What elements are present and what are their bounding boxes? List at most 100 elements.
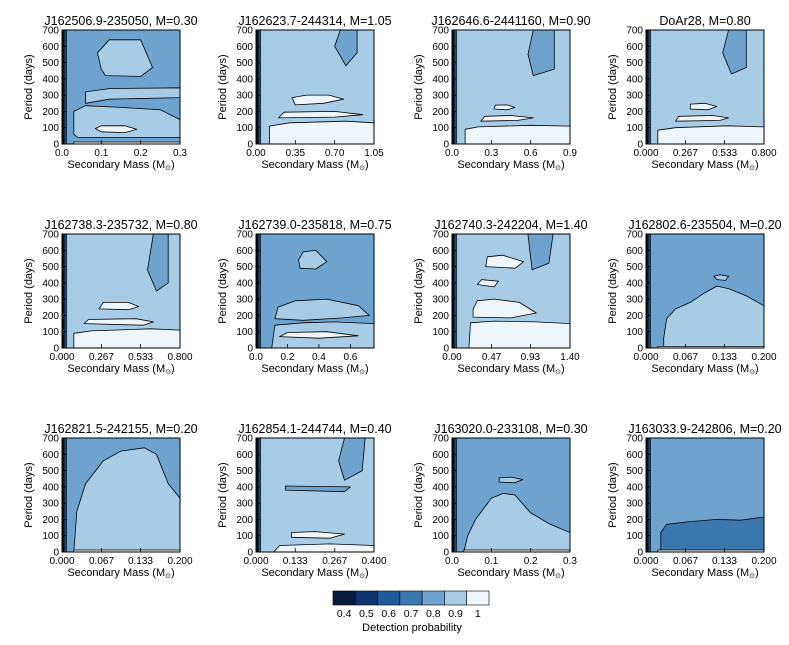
y-tick-label: 700 [626,230,643,241]
y-tick-label: 300 [236,499,253,510]
y-axis-label: Period (days) [217,462,229,527]
contour-region [279,331,359,339]
x-tick-label: 0.800 [751,148,776,159]
y-tick-label: 300 [432,499,449,510]
y-tick-label: 0 [53,140,59,151]
y-axis-label: Period (days) [217,258,229,323]
y-tick-label: 400 [626,482,643,493]
contour-region [527,234,554,271]
panel-title: J162802.6-235504, M=0.20 [628,218,781,232]
x-tick-label: 1.40 [560,352,580,363]
contour-area [62,30,180,144]
plot-frame [255,233,375,349]
x-axis-label: Secondary Mass (M⊙) [457,567,564,580]
y-tick-label: 700 [432,434,449,445]
contour-region [476,279,499,288]
panel-title: J162506.9-235050, M=0.30 [44,14,197,28]
x-tick-label: 0.133 [283,556,308,567]
contour-region [472,298,537,319]
edge-band [648,438,652,552]
x-axis-label: Secondary Mass (M⊙) [67,159,174,172]
contour-region [83,318,154,326]
y-tick-label: 400 [432,74,449,85]
panel: J162738.3-235732, M=0.80 0 100 200 300 400 500… [23,218,198,376]
y-tick-label: 0 [637,140,643,151]
edge-band [454,30,458,144]
edge-band [258,438,262,552]
x-axis-label: Secondary Mass (M⊙) [651,363,758,376]
colorbar-swatch [466,590,490,606]
y-tick-label: 500 [42,262,59,273]
x-axis-label: Secondary Mass (M⊙) [67,567,174,580]
x-tick-label: 0.067 [673,556,698,567]
x-tick-label: 0.4 [312,352,326,363]
contour-region [85,87,180,104]
contour-area [256,234,374,348]
y-axis-label: Period (days) [23,462,35,527]
y-tick-label: 0 [53,548,59,559]
y-tick-label: 500 [236,262,253,273]
panel: J162506.9-235050, M=0.30 0 100 200 300 400 500… [23,14,198,172]
plot-frame [645,437,765,553]
y-tick-label: 200 [236,515,253,526]
y-axis-label: Period (days) [23,54,35,119]
edge-band [648,234,652,348]
y-tick-label: 100 [626,531,643,542]
colorbar-tick: 1 [475,608,481,620]
colorbar-label: Detection probability [362,622,462,634]
y-tick-label: 200 [626,515,643,526]
x-tick-label: 0.000 [633,148,658,159]
y-axis-label: Period (days) [413,462,425,527]
colorbar: 0.4 0.5 0.6 0.7 0.8 0.9 1 Detection probabilit… [332,590,490,634]
y-tick-label: 400 [42,278,59,289]
contour-region [663,285,764,347]
x-tick-label: 0.70 [325,148,345,159]
y-tick-label: 0 [443,344,449,355]
panel-title: J162623.7-244314, M=1.05 [238,14,391,28]
y-tick-label: 300 [432,91,449,102]
x-axis-label: Secondary Mass (M⊙) [457,363,564,376]
edge-band [258,234,262,348]
y-tick-label: 600 [626,450,643,461]
y-tick-label: 400 [42,482,59,493]
contour-region [97,39,153,77]
y-tick-label: 400 [626,74,643,85]
y-tick-label: 400 [236,278,253,289]
x-axis-label: Secondary Mass (M⊙) [261,363,368,376]
panel: J162646.6-2441160, M=0.90 0 100 200 300 400 50… [413,14,591,172]
y-tick-label: 200 [236,311,253,322]
edge-band [64,438,68,552]
plot-frame [61,233,181,349]
x-tick-label: 0.47 [482,352,502,363]
x-tick-label: 0.533 [128,352,153,363]
colorbar-swatch [332,590,356,606]
colorbar-tick: 0.4 [337,608,352,620]
y-tick-label: 0 [443,548,449,559]
panel: J163020.0-233108, M=0.30 0 100 200 300 400 500… [413,422,588,580]
contour-region [147,234,169,292]
panel: J163033.9-242806, M=0.20 0 100 200 300 400 500… [607,422,782,580]
x-tick-label: 0.533 [712,148,737,159]
y-tick-label: 300 [432,295,449,306]
contour-region [480,115,534,122]
colorbar-tick: 0.5 [359,608,374,620]
y-tick-label: 400 [626,278,643,289]
contour-area [62,234,180,348]
y-tick-label: 100 [42,123,59,134]
y-tick-label: 200 [626,311,643,322]
x-tick-label: 0.0 [445,148,459,159]
plot-frame [451,233,571,349]
y-tick-label: 700 [432,230,449,241]
x-tick-label: 0.0 [55,148,69,159]
edge-band [258,30,262,144]
contour-region [463,492,570,552]
colorbar-tick: 0.8 [426,608,441,620]
x-axis-label: Secondary Mass (M⊙) [67,363,174,376]
y-tick-label: 600 [236,246,253,257]
panel-title: J162854.1-244744, M=0.40 [238,422,391,436]
x-tick-label: 0.000 [633,352,658,363]
y-axis-label: Period (days) [413,54,425,119]
contour-region [722,30,747,75]
y-tick-label: 500 [42,466,59,477]
